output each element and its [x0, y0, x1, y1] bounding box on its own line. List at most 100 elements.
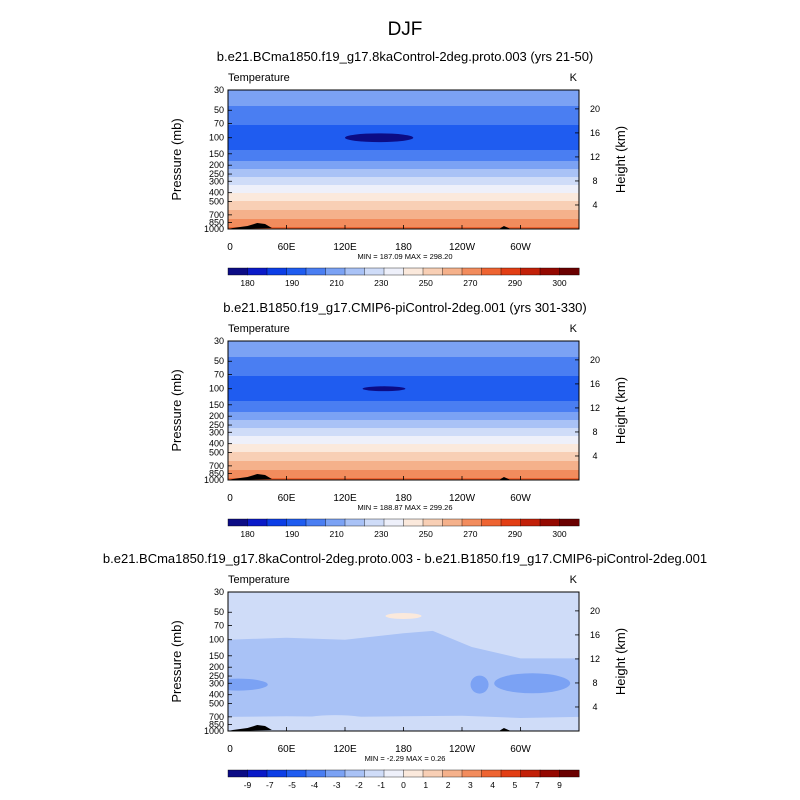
contour-band: [228, 199, 579, 201]
contour-band: [228, 184, 579, 186]
contour-band: [228, 122, 579, 124]
contour-band: [228, 114, 579, 116]
contour-band: [228, 441, 579, 443]
contour-band: [228, 398, 579, 400]
contour-band: [228, 156, 579, 158]
colorbar-swatch: [266, 769, 287, 778]
x-tick-label: 180: [395, 744, 412, 755]
y-tick-label: 300: [209, 678, 224, 688]
contour-band: [228, 452, 579, 454]
contour-band: [228, 426, 579, 428]
contour-band: [228, 174, 579, 176]
contour-band: [228, 145, 579, 147]
contour-band: [228, 194, 579, 196]
contour-band: [228, 150, 579, 152]
y-tick-label: 150: [209, 651, 224, 661]
x-tick-label: 60E: [278, 744, 296, 755]
panel-title: b.e21.BCma1850.f19_g17.8kaControl-2deg.p…: [217, 49, 594, 64]
contour-band: [228, 437, 579, 439]
contour-band: [228, 91, 579, 93]
colorbar-label: 250: [419, 529, 433, 539]
y-tick-label: 50: [214, 105, 224, 115]
contour-band: [228, 149, 579, 151]
contour-band: [228, 352, 579, 354]
contour-band: [228, 444, 579, 446]
contour-band: [228, 411, 579, 413]
contour-band: [228, 358, 579, 360]
contour-band: [228, 210, 579, 212]
contour-band: [228, 348, 579, 350]
contour-band: [228, 465, 579, 467]
units-label: K: [570, 323, 578, 335]
y-tick-label: 70: [214, 119, 224, 129]
colorbar-label: 2: [446, 780, 451, 790]
contour-band: [228, 176, 579, 178]
y-tick-label: 850: [209, 720, 224, 730]
contour-band: [228, 357, 579, 359]
colorbar-swatch: [481, 518, 502, 527]
contour-band: [228, 146, 579, 148]
contour-band: [228, 222, 579, 224]
contour-band: [228, 342, 579, 344]
contour-band: [228, 440, 579, 442]
contour-band: [228, 473, 579, 475]
contour-band: [228, 464, 579, 466]
contour-band: [228, 208, 579, 210]
y-axis-title-right: Height (km): [613, 377, 628, 444]
colorbar-swatch: [344, 518, 365, 527]
contour-band: [228, 195, 579, 197]
contour-band: [228, 434, 579, 436]
contour-band: [228, 343, 579, 345]
contour-band: [228, 123, 579, 125]
contour-band: [228, 468, 579, 470]
contour-band: [228, 356, 579, 358]
colorbar-swatch: [539, 267, 560, 276]
contour-band: [228, 433, 579, 435]
contour-band: [228, 423, 579, 425]
contour-band: [228, 442, 579, 444]
colorbar-label: -7: [266, 780, 274, 790]
colorbar-label: 4: [490, 780, 495, 790]
contour-band: [228, 463, 579, 465]
contour-band: [228, 416, 579, 418]
y-tick-label: 700: [209, 712, 224, 722]
y-tick-label: 1000: [204, 475, 224, 485]
colorbar-label: 270: [463, 529, 477, 539]
colorbar-swatch: [500, 769, 521, 778]
contour-band: [228, 213, 579, 215]
contour-band: [228, 205, 579, 207]
contour-band: [228, 408, 579, 410]
colorbar-label: 0: [401, 780, 406, 790]
contour-band: [228, 164, 579, 166]
colorbar-swatch: [422, 518, 443, 527]
colorbar-swatch: [539, 518, 560, 527]
contour-band: [228, 432, 579, 434]
height-tick-label: 16: [590, 630, 600, 640]
diff-region-mid: [228, 630, 579, 718]
contour-band: [228, 422, 579, 424]
cold-core: [362, 386, 406, 392]
contour-band: [228, 409, 579, 411]
contour-band: [228, 390, 579, 392]
panel-1: b.e21.BCma1850.f19_g17.8kaControl-2deg.p…: [169, 49, 628, 288]
contour-band: [228, 132, 579, 134]
contour-band: [228, 185, 579, 187]
y-axis-title-right: Height (km): [613, 126, 628, 193]
contour-band: [228, 447, 579, 449]
colorbar-swatch: [325, 769, 346, 778]
colorbar-swatch: [520, 267, 541, 276]
colorbar-swatch: [461, 769, 482, 778]
height-tick-label: 8: [592, 678, 597, 688]
contour-band: [228, 189, 579, 191]
height-tick-label: 20: [590, 355, 600, 365]
contour-band: [228, 196, 579, 198]
height-tick-label: 12: [590, 152, 600, 162]
contour-band: [228, 193, 579, 195]
colorbar-label: 210: [330, 278, 344, 288]
contour-band: [228, 168, 579, 170]
contour-band: [228, 410, 579, 412]
contour-band: [228, 191, 579, 193]
plot-area: [228, 341, 579, 480]
colorbar-label: 9: [557, 780, 562, 790]
colorbar-swatch: [305, 518, 326, 527]
